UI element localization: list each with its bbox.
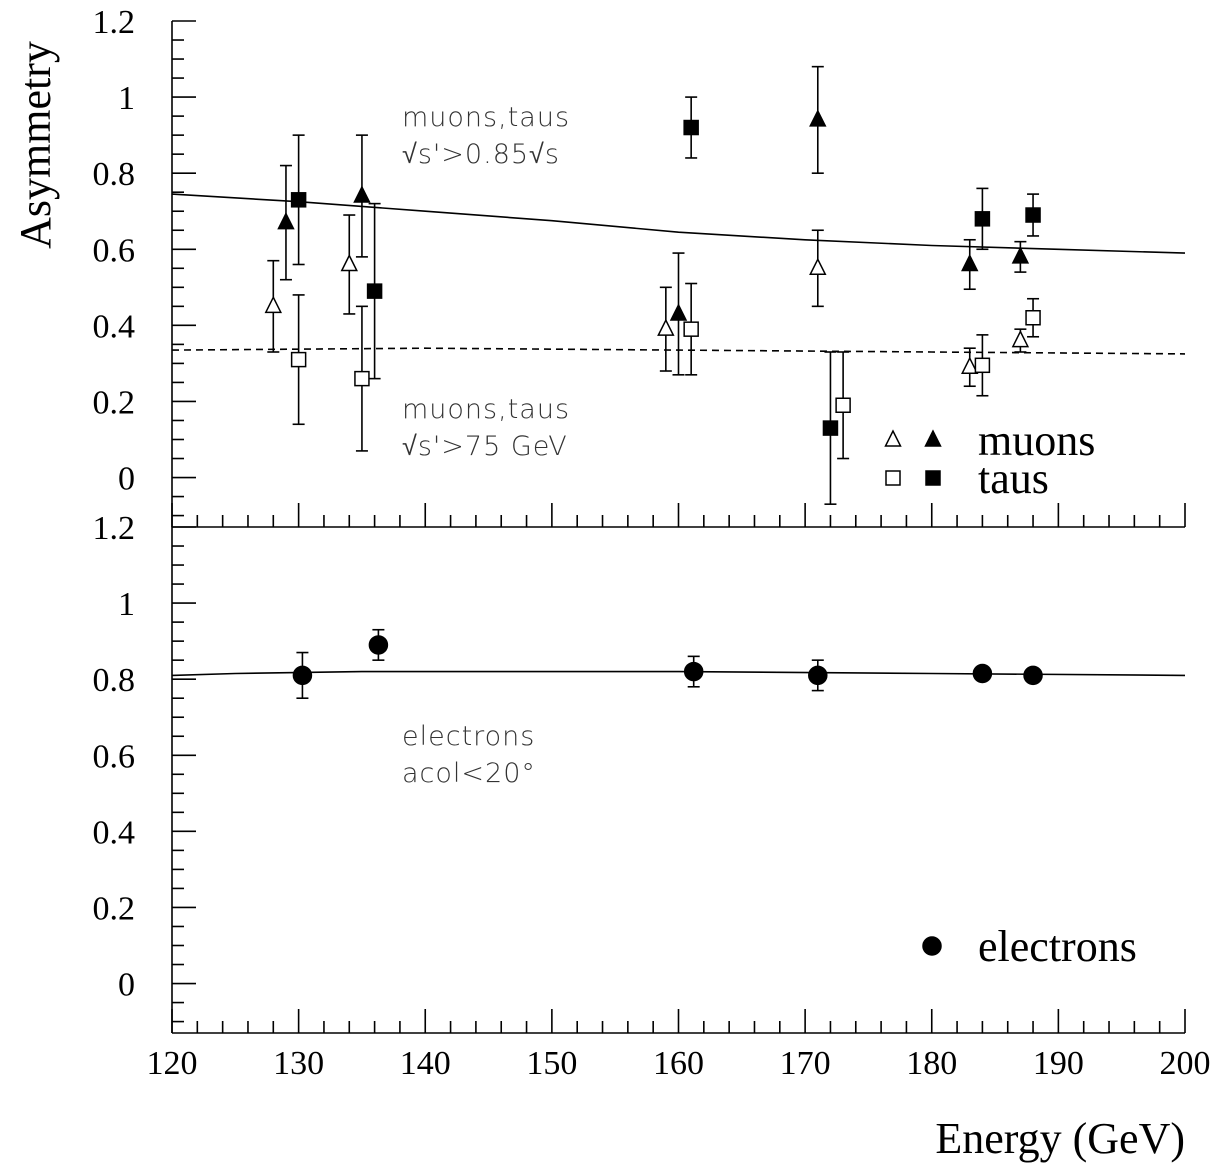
legend-label: taus	[978, 454, 1049, 503]
x-tick-label: 140	[400, 1045, 451, 1082]
y-tick-label: 0.8	[93, 662, 136, 699]
data-point	[366, 283, 383, 299]
annotation: muons,taus	[402, 102, 570, 133]
data-point	[290, 192, 307, 208]
y-tick-label: 0.6	[93, 738, 136, 775]
data-point	[822, 420, 839, 436]
legend-marker	[924, 429, 942, 447]
y-tick-label: 0.8	[93, 156, 136, 193]
y-tick-label: 0.4	[93, 308, 136, 345]
annotation: acol<20°	[402, 758, 536, 789]
data-point	[1025, 207, 1041, 223]
data-point	[961, 253, 979, 272]
legend-marker	[922, 936, 942, 956]
data-point	[669, 303, 688, 321]
data-point	[1025, 310, 1041, 326]
legend-label: electrons	[978, 922, 1137, 971]
y-tick-label: 0.4	[93, 814, 136, 851]
x-tick-label: 160	[653, 1045, 704, 1082]
y-tick-label: 1.2	[93, 510, 136, 547]
y-tick-label: 0	[118, 967, 135, 1004]
legend-marker	[884, 429, 902, 447]
x-tick-label: 180	[906, 1045, 957, 1082]
y-tick-label: 1	[118, 586, 135, 623]
x-tick-label: 120	[147, 1045, 198, 1082]
x-axis-title: Energy (GeV)	[935, 1114, 1185, 1163]
fit-curve	[171, 193, 1186, 254]
y-tick-label: 0.2	[93, 384, 136, 421]
data-point	[972, 663, 993, 684]
data-point	[835, 397, 851, 414]
data-point	[974, 211, 991, 227]
annotation: muons,taus	[402, 394, 570, 425]
data-point	[961, 356, 979, 374]
data-point	[808, 665, 828, 686]
data-point	[809, 257, 827, 276]
data-point	[657, 318, 675, 336]
data-point	[1011, 246, 1030, 264]
x-tick-label: 130	[273, 1045, 324, 1082]
data-point	[290, 351, 307, 368]
y-tick-label: 0	[118, 461, 135, 498]
y-axis-title: Asymmetry	[11, 41, 60, 249]
data-point	[683, 119, 699, 136]
data-point	[292, 665, 313, 686]
annotation: electrons	[402, 721, 535, 752]
x-tick-label: 200	[1160, 1045, 1211, 1082]
data-point	[277, 211, 295, 230]
legend-marker	[925, 470, 941, 486]
y-tick-label: 0.6	[93, 232, 136, 269]
data-point	[1023, 665, 1043, 686]
y-tick-label: 1	[118, 80, 135, 117]
data-point	[353, 185, 371, 203]
data-point	[340, 253, 358, 272]
y-tick-label: 1.2	[93, 4, 136, 41]
x-tick-label: 190	[1033, 1045, 1084, 1082]
data-point	[974, 357, 991, 374]
data-point	[368, 635, 389, 655]
data-point	[1011, 329, 1030, 348]
data-point	[809, 109, 827, 127]
y-tick-label: 0.2	[93, 890, 136, 927]
data-point	[354, 370, 370, 387]
data-point	[683, 661, 704, 682]
x-tick-label: 170	[780, 1045, 831, 1082]
legend-marker	[885, 470, 901, 486]
annotation: √s'>75 GeV	[402, 431, 568, 462]
data-point	[683, 321, 699, 337]
annotation: √s'>0.85√s	[402, 139, 560, 170]
data-point	[264, 295, 283, 314]
x-tick-label: 150	[526, 1045, 577, 1082]
legend-label: muons	[978, 416, 1095, 465]
